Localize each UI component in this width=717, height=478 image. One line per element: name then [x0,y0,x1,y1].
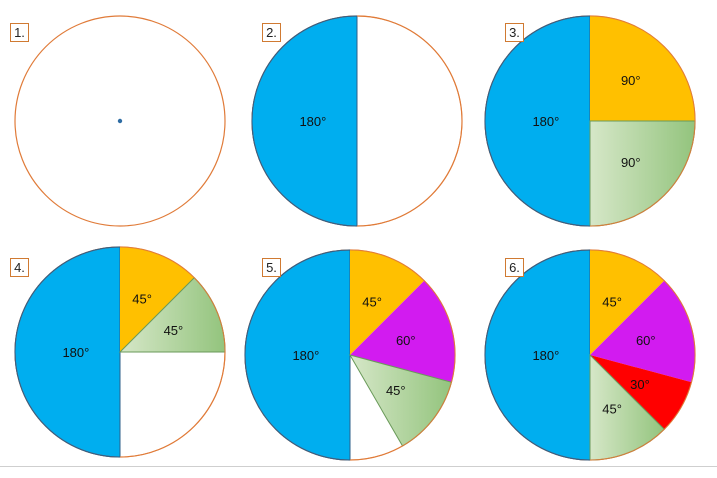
sector-green [589,120,696,227]
sector-label-blue: 180° [532,114,559,129]
step-number-1: 1. [10,23,29,42]
blue-sector-edge [484,15,591,227]
sector-label-blue: 180° [62,345,89,360]
step-number-2: 2. [262,23,281,42]
sector-label-orange: 45° [602,295,622,310]
sector-orange [350,250,425,355]
sector-label-magenta: 60° [396,333,416,348]
pie-step-4: 180° 45° 45° [14,246,226,458]
sector-label-orange: 45° [362,295,382,310]
sector-magenta [350,280,456,383]
blue-sector-edge [14,246,121,458]
sector-red [590,355,692,430]
pie-step-6: 180° 45° 60° 30° 45° [484,249,696,461]
pie-step-5: 180° 45° 60° 45° [244,249,456,461]
sector-label-red: 30° [630,377,650,392]
step-number-5: 5. [262,258,281,277]
step-number-6: 6. [505,258,524,277]
sector-orange [590,249,665,355]
blue-sector-edge [244,249,351,461]
center-point [117,118,123,124]
sector-magenta [590,280,696,383]
sector-label-green: 45° [164,323,184,338]
sector-label-green: 45° [602,401,622,416]
sector-label-green: 45° [386,383,406,398]
sector-label-magenta: 60° [636,333,656,348]
pie-step-3: 180° 90° 90° [484,15,696,227]
blue-sector-edge [251,15,358,227]
bottom-divider [0,466,717,467]
sector-orange [120,247,195,352]
step-number-3: 3. [505,23,524,42]
step-number-4: 4. [10,258,29,277]
sector-label-green: 90° [621,155,641,170]
sector-label-orange: 90° [621,73,641,88]
sector-label-blue: 180° [299,114,326,129]
sector-label-orange: 45° [132,292,152,307]
pie-step-2: 180° [251,15,463,227]
sector-label-blue: 180° [292,348,319,363]
sector-orange [590,16,695,121]
blue-sector-edge [484,249,591,461]
sector-label-blue: 180° [532,348,559,363]
pie-step-1 [14,15,226,227]
